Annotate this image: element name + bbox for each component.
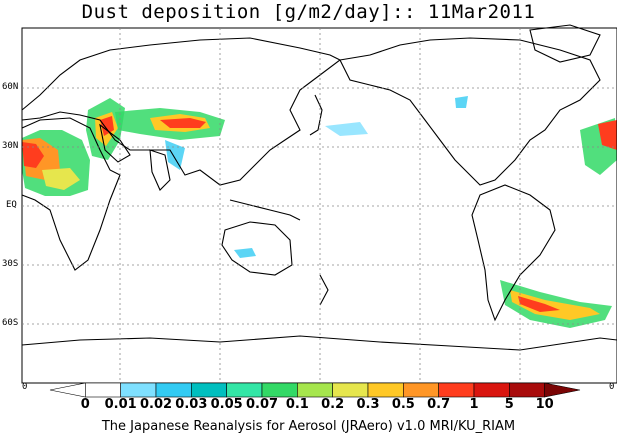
colorbar-swatch — [261, 382, 298, 398]
colorbar-swatch — [367, 382, 404, 398]
colorbar-swatch — [49, 382, 86, 398]
corner-label-left: 0 — [22, 382, 28, 392]
colorbar-swatch — [403, 382, 439, 398]
colorbar-swatch — [509, 382, 545, 398]
map-grid — [22, 28, 617, 383]
colorbar-tick-label: 0.05 — [210, 397, 243, 412]
colorbar-tick-label: 5 — [504, 397, 514, 412]
corner-label-right: 0 — [609, 382, 615, 392]
colorbar-tick-label: 0.2 — [321, 397, 345, 412]
colorbar-tick-label: 10 — [535, 397, 554, 412]
colorbar-swatch — [473, 382, 510, 398]
colorbar-tick-label: 0.5 — [391, 397, 415, 412]
colorbar-swatch — [191, 382, 227, 398]
colorbar-tick-label: 0.01 — [104, 397, 137, 412]
colorbar-swatch — [120, 382, 157, 398]
colorbar-tick-label: 1 — [469, 397, 479, 412]
lat-label-60n: 60N — [2, 82, 19, 92]
lat-label-30n: 30N — [2, 141, 19, 151]
lat-label-30s: 30S — [2, 259, 19, 269]
dust-plumes — [22, 96, 617, 328]
lat-label-60s: 60S — [2, 318, 19, 328]
colorbar-swatch — [438, 382, 475, 398]
colorbar-swatch — [85, 382, 121, 398]
colorbar-tick-label: 0.3 — [356, 397, 380, 412]
colorbar-tick-label: 0.07 — [245, 397, 279, 412]
colorbar-tick-label: 0.1 — [285, 397, 309, 412]
colorbar-tick-label: 0.02 — [139, 397, 173, 412]
lat-label-eq: EQ — [6, 200, 17, 210]
chart-title: Dust deposition [g/m2/day]:: 11Mar2011 — [81, 1, 536, 23]
colorbar-swatch — [544, 382, 581, 398]
coastlines — [21, 24, 617, 351]
colorbar-swatch — [332, 382, 369, 398]
colorbar-swatch — [226, 382, 263, 398]
colorbar-swatch — [297, 382, 333, 398]
colorbar-tick-label: 0.7 — [427, 397, 451, 412]
colorbar-swatch — [155, 382, 192, 398]
colorbar-tick-label: 0 — [80, 397, 90, 412]
footer-credit: The Japanese Reanalysis for Aerosol (JRA… — [101, 419, 516, 434]
colorbar-tick-label: 0.03 — [175, 397, 208, 412]
